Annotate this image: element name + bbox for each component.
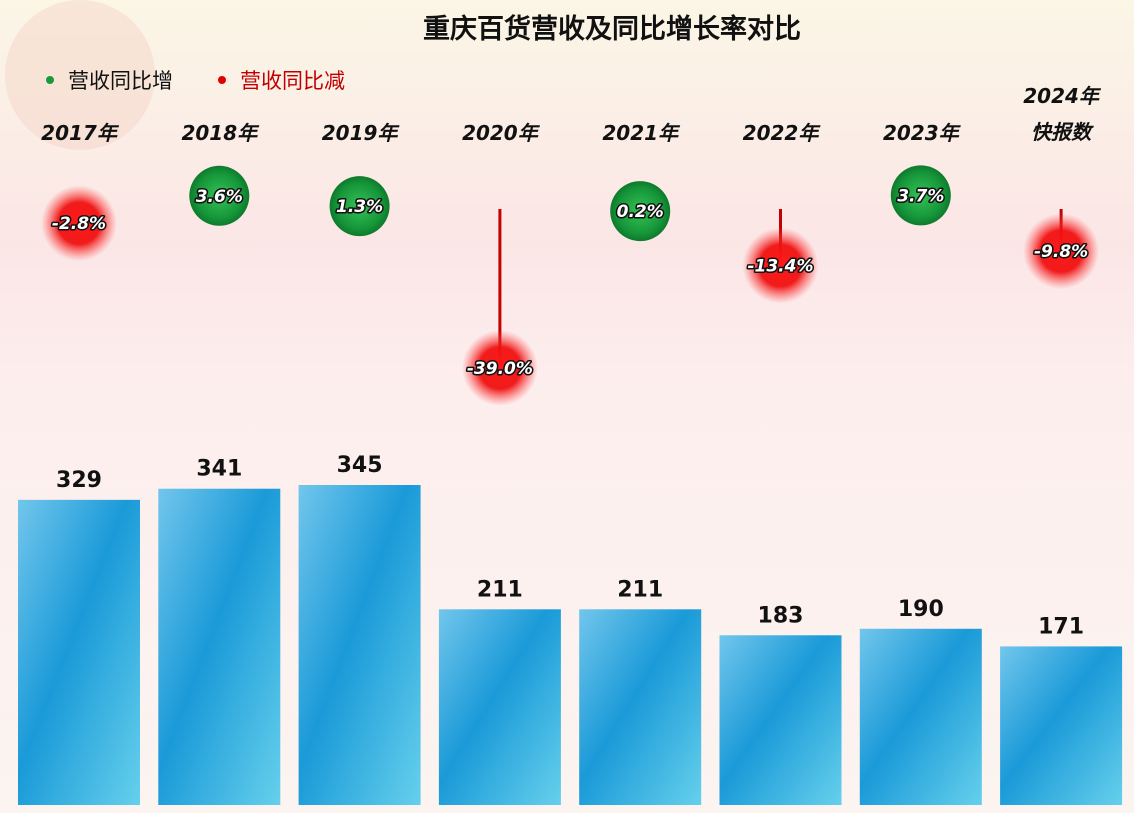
revenue-value-label: 171 xyxy=(1038,614,1084,639)
growth-circle-decrease xyxy=(1023,213,1100,290)
growth-percent-label: -9.8% xyxy=(1034,242,1088,262)
year-label: 2023年 xyxy=(883,121,962,145)
year-label: 2022年 xyxy=(743,121,822,145)
revenue-value-label: 211 xyxy=(617,577,663,602)
growth-circle-increase xyxy=(610,181,671,242)
growth-percent-label: -39.0% xyxy=(467,359,533,379)
growth-percent-label: -2.8% xyxy=(52,214,106,234)
legend-label: 营收同比减 xyxy=(240,69,345,93)
revenue-value-label: 190 xyxy=(898,597,944,622)
year-labels: 2017年 2018年 2019年 2020年 2021年 2022年 2023年 2024年… xyxy=(41,84,1102,145)
year-label: 2019年 xyxy=(322,121,401,145)
revenue-bar xyxy=(158,488,281,805)
growth-percent-label: 3.6% xyxy=(196,187,243,207)
legend: 营收同比增 营收同比减 xyxy=(46,69,345,93)
revenue-value-label: 341 xyxy=(196,457,242,482)
revenue-value-label: 329 xyxy=(56,468,102,493)
growth-percent-label: -13.4% xyxy=(747,257,813,277)
year-label: 快报数 xyxy=(1031,120,1094,144)
revenue-value-label: 183 xyxy=(758,603,804,628)
legend-label: 营收同比增 xyxy=(68,69,173,93)
growth-circle-decrease xyxy=(41,185,117,262)
revenue-value-label: 211 xyxy=(477,577,523,602)
decorative-watermark xyxy=(5,0,155,150)
growth-percent-label: 0.2% xyxy=(617,202,664,222)
revenue-bar xyxy=(859,628,982,805)
legend-marker xyxy=(218,76,226,84)
growth-circle-decrease xyxy=(742,227,819,304)
legend-marker xyxy=(46,76,54,84)
revenue-value-label: 345 xyxy=(337,453,383,478)
revenue-bar xyxy=(18,499,140,805)
revenue-bar xyxy=(719,635,842,805)
growth-circle-increase xyxy=(329,176,390,237)
revenue-bar xyxy=(579,609,702,805)
year-label: 2021年 xyxy=(602,121,681,145)
growth-circle-decrease xyxy=(461,330,538,406)
growth-circle-increase xyxy=(890,165,951,226)
growth-markers: -2.8% 3.6% 1.3% -39.0% 0.2% -13.4% 3.7% -9.8% xyxy=(41,165,1100,406)
growth-percent-label: 1.3% xyxy=(336,197,383,217)
year-label: 2024年 xyxy=(1023,84,1102,108)
growth-percent-label: 3.7% xyxy=(897,186,944,206)
year-label: 2020年 xyxy=(462,121,541,145)
year-label: 2017年 xyxy=(41,121,120,145)
bars: 329 341 345 211 211 183 190 171 xyxy=(18,453,1123,805)
revenue-bar xyxy=(1000,646,1123,805)
growth-circle-increase xyxy=(189,165,250,226)
revenue-bar xyxy=(438,609,561,805)
year-label: 2018年 xyxy=(181,121,260,145)
revenue-bar xyxy=(298,485,421,805)
chart-title: 重庆百货营收及同比增长率对比 xyxy=(423,13,801,45)
